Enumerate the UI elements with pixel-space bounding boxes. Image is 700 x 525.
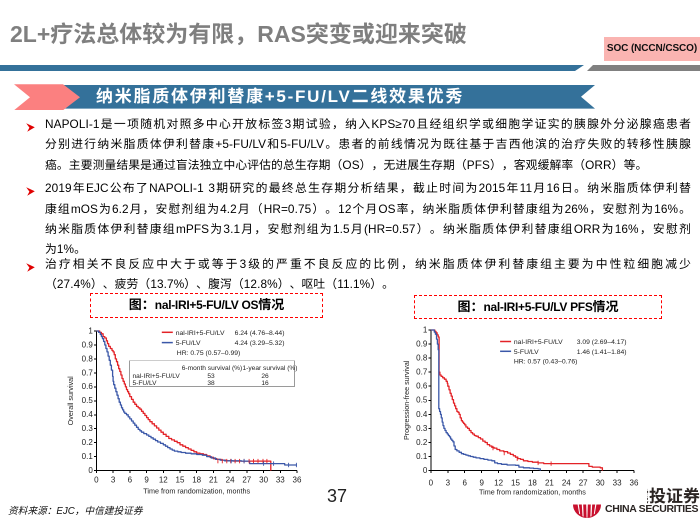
svg-text:38: 38 (207, 380, 215, 387)
svg-text:nal-IRI+5-FU/LV: nal-IRI+5-FU/LV (514, 339, 563, 346)
svg-text:0.9: 0.9 (82, 340, 94, 349)
svg-text:33: 33 (276, 476, 285, 485)
svg-text:24: 24 (226, 476, 235, 485)
svg-text:16: 16 (261, 380, 269, 387)
svg-text:0.4: 0.4 (82, 410, 94, 419)
svg-text:0.3: 0.3 (82, 424, 94, 433)
svg-text:15: 15 (511, 479, 520, 488)
svg-text:1: 1 (423, 325, 428, 334)
svg-text:nal-IRI+5-FU/LV: nal-IRI+5-FU/LV (176, 330, 225, 337)
svg-text:0.2: 0.2 (416, 438, 428, 447)
svg-text:53: 53 (207, 373, 215, 380)
svg-text:36: 36 (293, 476, 302, 485)
svg-text:nal-IRI+5-FU/LV: nal-IRI+5-FU/LV (133, 373, 181, 380)
svg-text:18: 18 (192, 476, 201, 485)
svg-text:5-FU/LV: 5-FU/LV (133, 380, 158, 387)
svg-text:6: 6 (462, 479, 467, 488)
svg-text:4.24 (3.29–5.32): 4.24 (3.29–5.32) (235, 340, 285, 347)
svg-text:0.9: 0.9 (416, 340, 428, 349)
svg-text:0: 0 (423, 466, 428, 475)
svg-text:0.1: 0.1 (416, 452, 428, 461)
svg-text:27: 27 (242, 476, 251, 485)
svg-text:Time from randomization, month: Time from randomization, months (143, 487, 250, 496)
svg-text:3.09 (2.69–4.17): 3.09 (2.69–4.17) (577, 339, 627, 346)
svg-text:12: 12 (494, 479, 503, 488)
svg-text:0.1: 0.1 (82, 452, 94, 461)
svg-text:33: 33 (613, 479, 622, 488)
svg-text:27: 27 (579, 479, 588, 488)
svg-text:36: 36 (630, 479, 639, 488)
svg-text:HR: 0.57 (0.43–0.76): HR: 0.57 (0.43–0.76) (514, 359, 577, 366)
svg-text:9: 9 (144, 476, 149, 485)
svg-text:26: 26 (261, 373, 269, 380)
svg-text:12: 12 (159, 476, 168, 485)
svg-text:0.6: 0.6 (82, 382, 94, 391)
svg-text:Progression-free survival: Progression-free survival (402, 360, 411, 440)
svg-text:6: 6 (128, 476, 133, 485)
svg-text:30: 30 (259, 476, 268, 485)
svg-text:3: 3 (446, 479, 451, 488)
svg-text:1-year survival (%): 1-year survival (%) (243, 365, 298, 372)
svg-text:0: 0 (94, 476, 99, 485)
svg-text:5-FU/LV: 5-FU/LV (514, 349, 539, 356)
svg-text:Overall survival: Overall survival (66, 376, 75, 426)
svg-text:18: 18 (528, 479, 537, 488)
svg-text:9: 9 (479, 479, 484, 488)
svg-text:0.5: 0.5 (82, 396, 94, 405)
svg-text:0.2: 0.2 (82, 438, 94, 447)
svg-text:1.46 (1.41–1.84): 1.46 (1.41–1.84) (577, 349, 627, 356)
svg-text:0.3: 0.3 (416, 424, 428, 433)
svg-text:0.6: 0.6 (416, 382, 428, 391)
svg-text:0.7: 0.7 (416, 368, 428, 377)
svg-text:21: 21 (209, 476, 218, 485)
svg-text:1: 1 (88, 326, 93, 335)
svg-text:0.8: 0.8 (416, 354, 428, 363)
svg-text:30: 30 (596, 479, 605, 488)
svg-text:15: 15 (176, 476, 185, 485)
svg-text:0.8: 0.8 (82, 354, 94, 363)
svg-text:0: 0 (429, 479, 434, 488)
svg-text:Time from randomization, month: Time from randomization, months (479, 488, 586, 497)
svg-text:0.4: 0.4 (416, 410, 428, 419)
svg-text:0.5: 0.5 (416, 396, 428, 405)
svg-text:24: 24 (562, 479, 571, 488)
svg-text:5-FU/LV: 5-FU/LV (176, 340, 201, 347)
svg-text:3: 3 (111, 476, 116, 485)
svg-text:6-month survival (%): 6-month survival (%) (182, 365, 242, 372)
svg-text:21: 21 (545, 479, 554, 488)
svg-text:HR: 0.75 (0.57–0.99): HR: 0.75 (0.57–0.99) (177, 350, 240, 357)
svg-text:6.24 (4.76–8.44): 6.24 (4.76–8.44) (235, 330, 285, 337)
svg-text:0: 0 (88, 466, 93, 475)
svg-text:0.7: 0.7 (82, 368, 94, 377)
